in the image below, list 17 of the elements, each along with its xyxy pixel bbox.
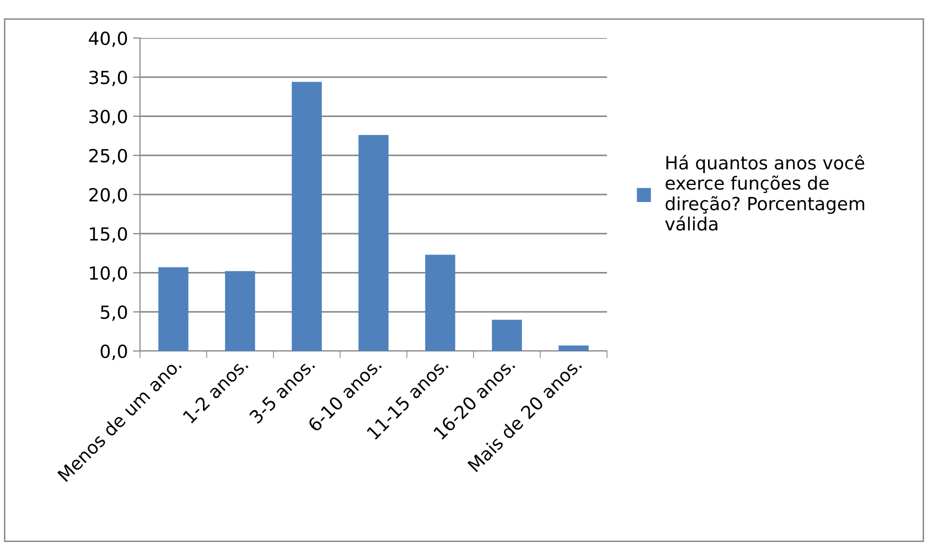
y-tick-label: 25,0 — [89, 148, 127, 164]
bar — [225, 271, 256, 351]
bar — [158, 267, 188, 351]
bar — [358, 135, 389, 351]
y-tick-label: 20,0 — [89, 188, 127, 204]
y-tick-label: 5,0 — [100, 305, 127, 321]
legend-label: Há quantos anos você exerce funções de direção? Porcentagem válida — [665, 154, 864, 231]
y-tick-label: 10,0 — [90, 266, 127, 282]
y-tick-label: 40,0 — [88, 31, 127, 47]
y-tick-label: 15,0 — [90, 227, 127, 243]
bar — [492, 320, 522, 351]
bar — [558, 346, 589, 351]
bar — [425, 254, 456, 351]
y-tick-label: 35,0 — [89, 70, 127, 86]
y-tick-label: 0,0 — [100, 344, 127, 360]
y-tick-label: 30,0 — [89, 110, 127, 126]
bar — [292, 82, 322, 351]
